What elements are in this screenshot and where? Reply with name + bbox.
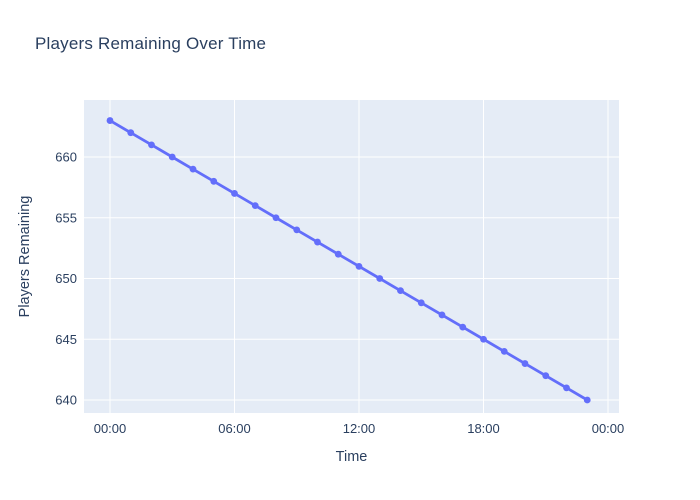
data-point[interactable] [231, 190, 238, 197]
y-axis-title: Players Remaining [17, 196, 33, 318]
data-point[interactable] [583, 396, 591, 404]
data-point[interactable] [500, 348, 508, 355]
data-point[interactable] [480, 335, 487, 343]
data-point[interactable] [542, 372, 550, 380]
data-point[interactable] [189, 165, 197, 173]
x-tick-label: 00:00 [592, 421, 625, 436]
data-point[interactable] [314, 238, 321, 246]
data-point[interactable] [521, 360, 529, 367]
data-point[interactable] [210, 177, 218, 185]
y-tick-label: 655 [55, 210, 77, 225]
x-axis-title: Time [336, 449, 368, 465]
data-point[interactable] [168, 153, 176, 161]
chart-title: Players Remaining Over Time [35, 34, 267, 53]
x-tick-label: 06:00 [218, 421, 251, 436]
marker-group [106, 117, 591, 404]
data-point[interactable] [148, 141, 155, 149]
x-tick-label: 12:00 [343, 421, 376, 436]
data-point[interactable] [272, 214, 280, 222]
data-point[interactable] [251, 202, 259, 210]
x-tick-label: 18:00 [467, 421, 500, 436]
data-point[interactable] [417, 299, 425, 307]
data-point[interactable] [355, 262, 363, 270]
data-point[interactable] [334, 250, 342, 258]
data-point[interactable] [563, 384, 570, 392]
y-tick-label: 650 [55, 271, 77, 286]
gridlines [84, 100, 619, 413]
data-point[interactable] [459, 323, 467, 331]
data-point[interactable] [376, 275, 384, 282]
line-series [108, 119, 589, 402]
data-point[interactable] [438, 311, 446, 319]
y-tick-label: 660 [55, 150, 77, 165]
data-point[interactable] [127, 129, 135, 137]
data-point[interactable] [397, 287, 404, 295]
y-tick-label: 640 [55, 393, 77, 408]
data-point[interactable] [106, 117, 114, 124]
plot-area[interactable] [84, 100, 619, 413]
x-tick-label: 00:00 [94, 421, 127, 436]
tick-labels: 00:00 06:00 12:00 18:00 00:00 640 645 650 655 660 [55, 150, 624, 437]
data-point[interactable] [293, 226, 301, 234]
y-tick-label: 645 [55, 332, 77, 347]
